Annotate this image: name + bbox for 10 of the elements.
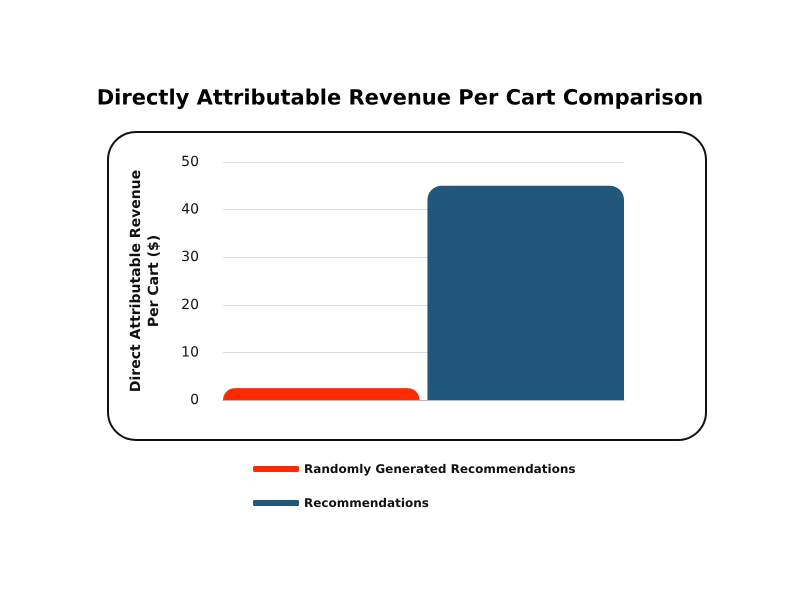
y-axis-title: Direct Attributable Revenue Per Cart ($) (128, 170, 162, 392)
y-tick-label: 10 (181, 344, 199, 360)
legend-label: Recommendations (304, 496, 429, 510)
y-tick-label: 50 (181, 154, 199, 170)
y-tick-label: 0 (190, 392, 199, 408)
legend-label: Randomly Generated Recommendations (304, 462, 576, 476)
y-tick-label: 20 (181, 296, 199, 313)
y-tick-label: 40 (181, 202, 199, 218)
chart-title: Directly Attributable Revenue Per Cart Comparison (96, 86, 704, 110)
y-tick-label: 30 (181, 249, 199, 266)
